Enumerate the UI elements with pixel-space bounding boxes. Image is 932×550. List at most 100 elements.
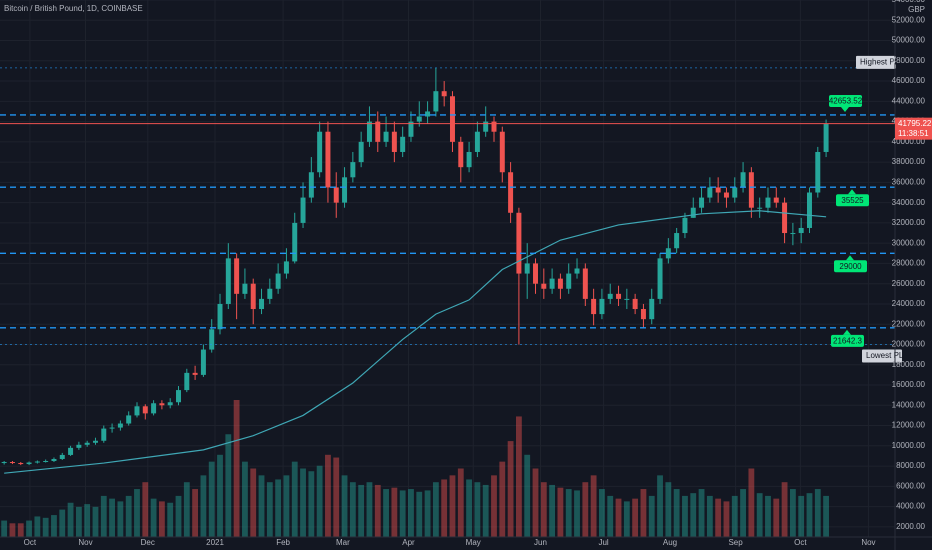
y-tick-label: 22000.00 [892,319,926,328]
candle-body [192,372,198,375]
volume-bar [715,498,722,537]
y-tick-label: 44000.00 [892,96,926,105]
candle-body [26,462,32,465]
candle-body [259,298,265,310]
y-tick-label: 26000.00 [892,279,926,288]
candle-body [782,202,788,234]
candle-body [101,428,107,441]
x-tick-label: Jul [598,538,608,547]
volume-bar [316,465,323,537]
volume-bar [449,475,456,537]
candle-body [84,442,90,445]
volume-bar [706,495,713,537]
y-tick-label: 24000.00 [892,299,926,308]
candle-body [416,116,422,122]
volume-bar [9,523,16,537]
candle-body [798,227,804,234]
volume-bar [640,489,647,537]
volume-bar [565,489,572,537]
y-tick-label: 38000.00 [892,157,926,166]
volume-bar [26,520,32,537]
volume-bar [499,461,506,537]
volume-bar [383,489,389,537]
candle-layer [1,67,829,466]
candle-body [541,283,547,289]
candle-body [267,288,273,299]
y-tick-label: 2000.00 [896,522,925,531]
candle-body [9,462,15,464]
volume-bar [740,489,746,537]
candle-body [117,423,123,428]
volume-bar [507,441,514,537]
candle-body [209,329,215,350]
candle-body [342,177,348,203]
level-label-pointer [846,255,854,261]
y-tick-label: 4000.00 [896,502,925,511]
volume-bar [648,495,655,537]
candle-body [283,261,289,274]
x-tick-label: Apr [402,538,415,547]
candle-body [665,248,671,259]
volume-bar [682,495,688,537]
volume-bar [275,479,282,537]
volume-bar [814,489,821,537]
candle-body [350,162,356,178]
volume-bar [432,482,439,537]
candle-body [151,403,157,414]
volume-bar [17,523,24,537]
volume-bar [424,490,431,537]
y-tick-label: 18000.00 [892,360,926,369]
x-tick-label: Oct [794,538,807,547]
candle-body [425,111,431,117]
volume-bar [731,495,738,537]
x-tick-label: Jun [534,538,547,547]
level-label: 21642.3 [833,336,862,345]
volume-bar [192,489,199,537]
y-tick-label: 34000.00 [892,198,926,207]
level-label-pointer [848,189,856,195]
candle-body [773,197,779,203]
candle-body [740,172,746,188]
candle-body [483,121,489,132]
level-label-box [829,94,862,107]
candle-body [491,121,497,132]
y-tick-label: 46000.00 [892,76,926,85]
y-tick-label: 14000.00 [892,400,926,409]
candle-body [649,298,655,320]
volume-bar [84,504,91,537]
volume-bar [781,482,788,537]
candle-body [68,447,74,455]
candle-body [225,258,231,304]
volume-bar [158,501,165,537]
volume-bar [51,515,57,537]
volume-bar [250,468,257,537]
candle-body [599,298,605,315]
x-tick-label: Nov [78,538,92,547]
candle-body [674,233,680,249]
x-tick-label: Oct [24,538,37,547]
candle-body [449,96,455,142]
candle-body [574,268,580,274]
candle-body [624,298,630,300]
volume-bar [806,493,813,537]
volume-bar [366,482,373,537]
volume-bar [482,484,489,537]
x-tick-label: Nov [861,538,875,547]
volume-bar [474,482,481,537]
volume-bar [34,516,41,537]
volume-bar [100,495,107,537]
candle-body [524,263,530,274]
candle-body [76,444,82,448]
candle-body [566,273,572,289]
candle-body [325,131,331,188]
y-tick-label: 36000.00 [892,177,926,186]
candle-body [92,440,98,443]
volume-bar [756,493,763,537]
candle-body [1,462,7,464]
candle-body [533,263,538,284]
y-tick-label: 48000.00 [892,56,926,65]
candle-body [400,136,406,152]
candle-body [765,197,771,208]
candle-body [458,141,464,168]
